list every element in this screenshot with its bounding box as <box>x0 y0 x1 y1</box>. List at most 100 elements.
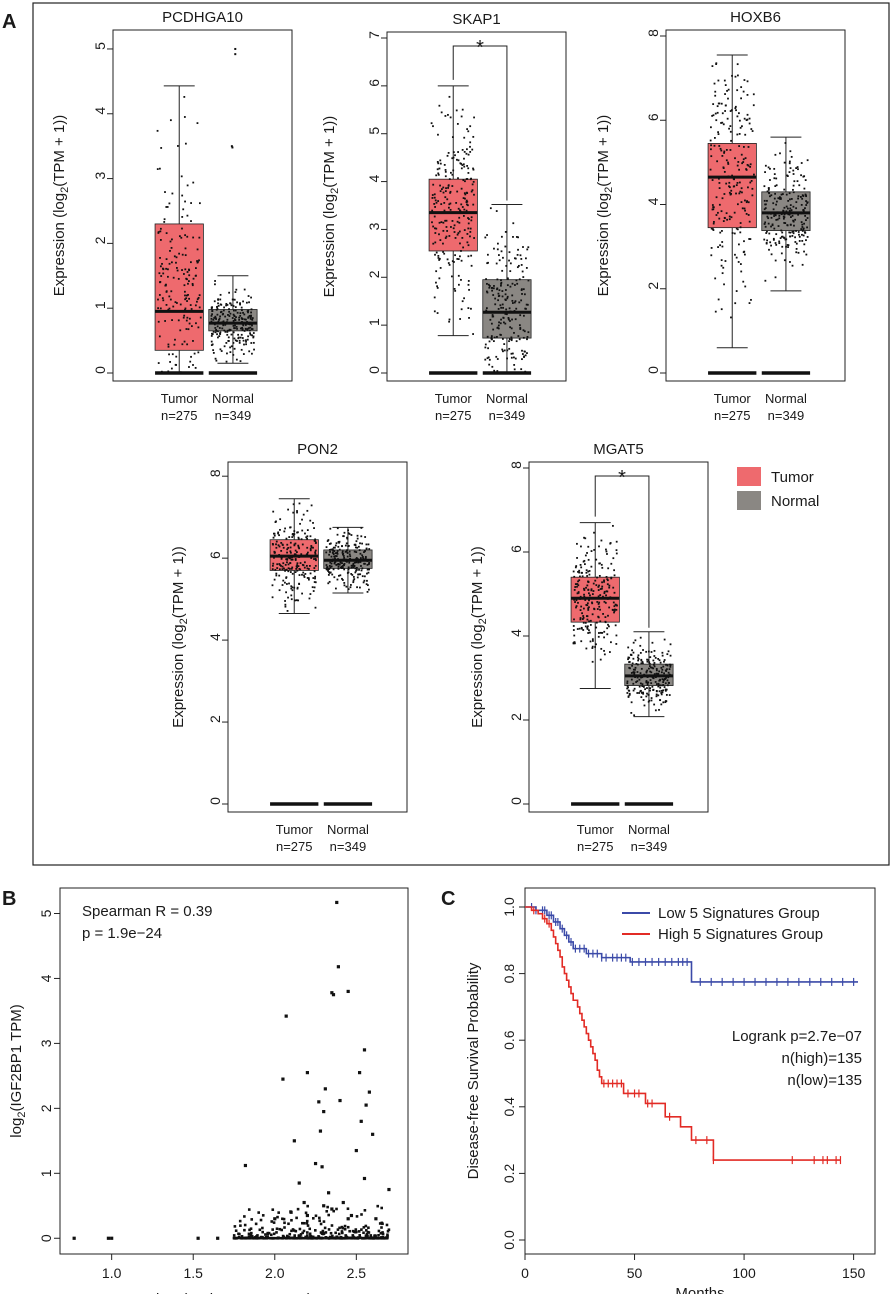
point <box>636 671 639 673</box>
point <box>438 221 441 224</box>
point <box>304 532 306 535</box>
point <box>500 250 503 253</box>
point <box>334 555 337 557</box>
data-point <box>380 1226 383 1229</box>
point <box>343 568 346 571</box>
point <box>312 522 314 524</box>
data-point <box>327 1236 331 1240</box>
point <box>437 254 440 257</box>
y-tick-label: 0 <box>92 366 108 374</box>
point <box>360 569 363 572</box>
point <box>217 330 219 333</box>
point <box>789 235 792 238</box>
data-point <box>326 1205 329 1209</box>
box-tumor <box>428 85 478 375</box>
point <box>294 553 297 556</box>
point <box>509 270 512 273</box>
point <box>218 317 221 320</box>
point <box>232 353 235 356</box>
point <box>658 670 661 673</box>
point <box>523 355 525 358</box>
point <box>165 267 168 270</box>
point <box>749 165 752 168</box>
point <box>223 329 226 332</box>
point <box>460 115 463 118</box>
point <box>289 551 292 554</box>
point <box>606 553 608 555</box>
point <box>637 654 640 657</box>
point <box>182 316 185 319</box>
point <box>751 187 754 190</box>
point <box>460 203 463 206</box>
x-tick-label: 1.0 <box>102 1265 122 1281</box>
point <box>640 658 643 661</box>
data-point <box>242 1236 245 1240</box>
point <box>741 162 744 165</box>
point <box>346 549 348 552</box>
point <box>802 209 805 212</box>
point <box>514 284 516 286</box>
data-point <box>261 1230 264 1234</box>
plot-frame <box>59 887 409 1255</box>
point <box>805 253 808 256</box>
point <box>657 658 660 660</box>
point <box>287 508 290 511</box>
point <box>573 589 576 591</box>
point <box>298 502 301 505</box>
point <box>490 322 493 325</box>
point <box>237 333 240 336</box>
point <box>509 320 511 322</box>
point <box>215 328 218 331</box>
point <box>780 193 783 196</box>
point <box>733 211 736 214</box>
point <box>575 599 578 602</box>
data-point <box>355 1215 359 1218</box>
point <box>456 233 459 236</box>
point <box>773 173 776 176</box>
data-point <box>270 1220 274 1223</box>
point <box>329 550 331 553</box>
point <box>188 322 191 325</box>
point <box>167 268 169 271</box>
point <box>612 601 615 604</box>
point <box>587 588 590 591</box>
data-point <box>386 1229 390 1233</box>
point <box>335 542 338 545</box>
point <box>507 317 510 319</box>
point <box>520 264 523 266</box>
point <box>805 200 807 202</box>
data-point <box>318 1219 321 1223</box>
point <box>745 201 748 204</box>
point <box>510 356 513 359</box>
point <box>721 154 724 157</box>
point <box>286 558 289 560</box>
point <box>712 103 715 106</box>
point <box>801 233 803 236</box>
point <box>196 122 199 125</box>
point <box>789 167 792 170</box>
point <box>358 549 361 551</box>
point <box>726 117 729 120</box>
point <box>710 155 713 158</box>
point <box>346 552 349 554</box>
point <box>517 335 520 337</box>
point <box>298 547 301 550</box>
point <box>641 661 644 663</box>
point <box>521 358 523 361</box>
point <box>749 238 752 240</box>
point <box>465 191 468 194</box>
point <box>499 304 502 307</box>
point <box>770 225 772 228</box>
point <box>245 343 247 346</box>
point <box>601 581 603 584</box>
point <box>247 316 250 319</box>
point <box>363 575 366 578</box>
point <box>764 171 766 174</box>
point <box>247 309 250 312</box>
point <box>497 242 499 245</box>
point <box>457 207 460 210</box>
point <box>431 197 434 199</box>
point <box>775 184 778 187</box>
